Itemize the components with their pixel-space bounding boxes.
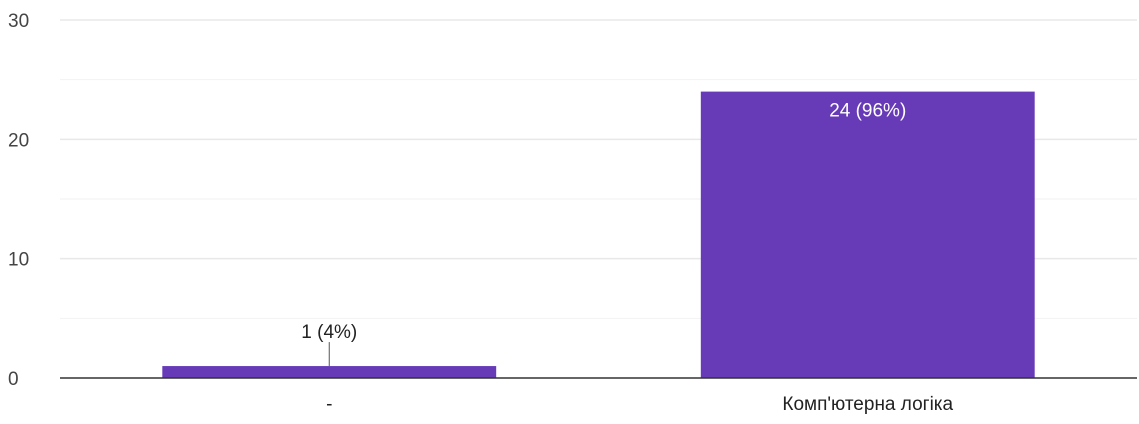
data-label: 24 (96%) [829, 101, 906, 122]
y-tick-label: 0 [8, 369, 19, 390]
bar-1[interactable] [700, 91, 1035, 378]
data-label: 1 (4%) [301, 322, 357, 343]
bars [162, 91, 1035, 378]
y-tick-label: 20 [8, 130, 29, 151]
data-labels: 1 (4%) 24 (96%) [301, 101, 906, 367]
y-tick-label: 10 [8, 250, 29, 271]
bar-0[interactable] [162, 366, 497, 378]
y-axis-tick-labels: 0 10 20 30 [8, 11, 29, 390]
x-category-label: Комп'ютерна логіка [782, 394, 953, 415]
x-category-label: - [326, 394, 332, 415]
x-axis-category-labels: - Комп'ютерна логіка [326, 394, 953, 415]
y-tick-label: 30 [8, 11, 29, 32]
